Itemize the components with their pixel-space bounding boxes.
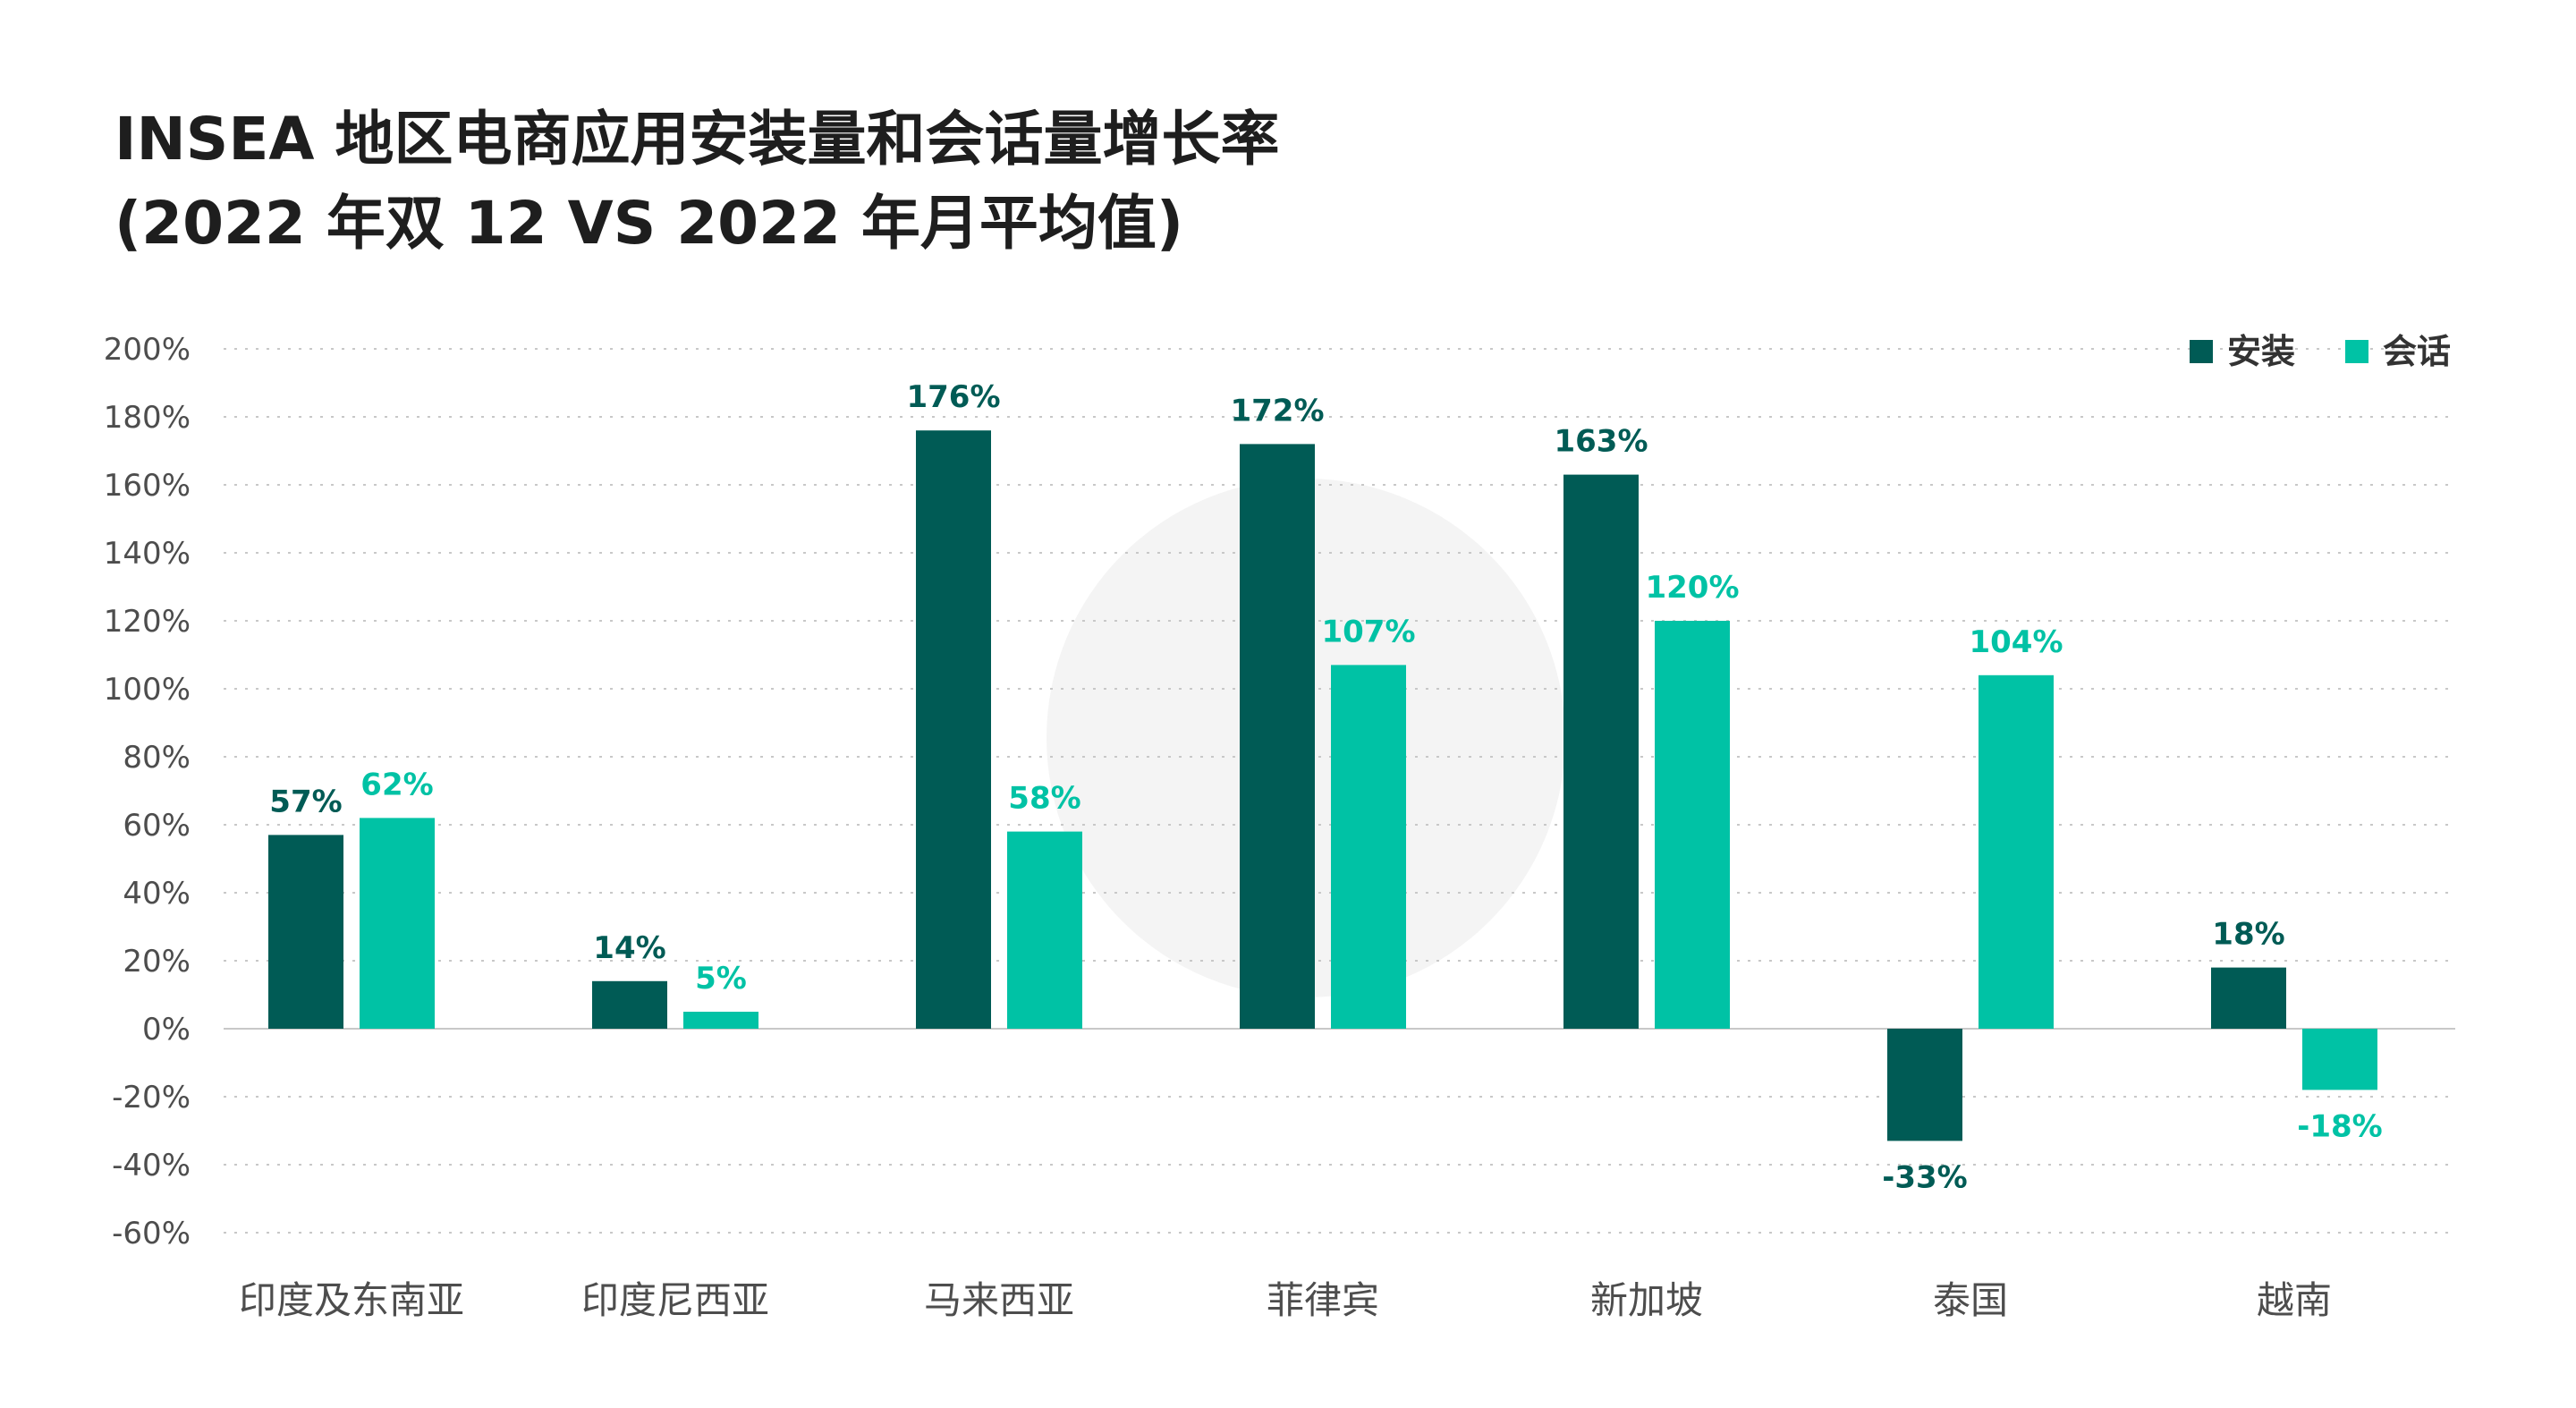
bar-session (1331, 665, 1406, 1029)
data-label: 18% (2212, 917, 2284, 953)
data-label: 62% (360, 767, 433, 802)
bar-session (1655, 621, 1730, 1029)
chart-title-line-2: (2022 年双 12 VS 2022 年月平均值) (114, 189, 1184, 258)
y-tick-label: 60% (123, 808, 191, 844)
y-tick-label: 140% (104, 536, 191, 572)
legend-label: 会话 (2383, 332, 2451, 371)
y-tick-label: -60% (112, 1216, 191, 1251)
data-label: 104% (1969, 624, 2063, 660)
y-tick-label: 20% (123, 944, 191, 980)
data-label: 58% (1008, 781, 1080, 817)
y-tick-label: 200% (104, 332, 191, 368)
data-label: 176% (906, 379, 1000, 415)
bar-install (268, 835, 343, 1029)
data-label: 107% (1321, 614, 1415, 649)
y-tick-label: 0% (142, 1012, 191, 1048)
chart-title-line-1: INSEA 地区电商应用安装量和会话量增长率 (114, 105, 1280, 174)
bar-session (683, 1012, 758, 1029)
bar-install (592, 980, 667, 1029)
bar-session (2302, 1029, 2377, 1090)
y-tick-label: -20% (112, 1080, 191, 1115)
y-tick-label: 180% (104, 400, 191, 436)
x-category-label: 马来西亚 (924, 1278, 1074, 1322)
x-category-label: 新加坡 (1590, 1278, 1703, 1322)
data-label: -18% (2297, 1108, 2383, 1144)
y-tick-label: 80% (123, 740, 191, 776)
x-category-label: 泰国 (1933, 1278, 2008, 1322)
data-label: 14% (593, 930, 665, 966)
bar-install (1563, 474, 1639, 1029)
bar-session (360, 818, 435, 1029)
bar-install (1240, 444, 1315, 1029)
x-category-label: 越南 (2257, 1278, 2332, 1322)
data-label: 120% (1645, 570, 1739, 606)
bar-session (1007, 831, 1082, 1029)
y-tick-label: 100% (104, 672, 191, 708)
y-tick-label: 160% (104, 468, 191, 504)
x-category-label: 菲律宾 (1267, 1278, 1379, 1322)
data-label: 57% (269, 784, 342, 819)
data-label: 5% (695, 961, 747, 997)
data-label: -33% (1882, 1159, 1968, 1195)
data-label: 172% (1230, 393, 1324, 428)
bar-install (1887, 1029, 1962, 1141)
y-tick-label: -40% (112, 1148, 191, 1183)
x-category-label: 印度尼西亚 (581, 1278, 769, 1322)
bar-install (916, 430, 991, 1029)
x-category-label: 印度及东南亚 (239, 1278, 464, 1322)
data-label: 163% (1554, 424, 1648, 460)
bar-session (1979, 674, 2054, 1029)
legend-swatch (2345, 340, 2368, 363)
bar-install (2211, 967, 2286, 1029)
y-tick-label: 40% (123, 876, 191, 912)
legend-label: 安装 (2227, 332, 2295, 371)
y-tick-label: 120% (104, 604, 191, 640)
legend-swatch (2190, 340, 2213, 363)
